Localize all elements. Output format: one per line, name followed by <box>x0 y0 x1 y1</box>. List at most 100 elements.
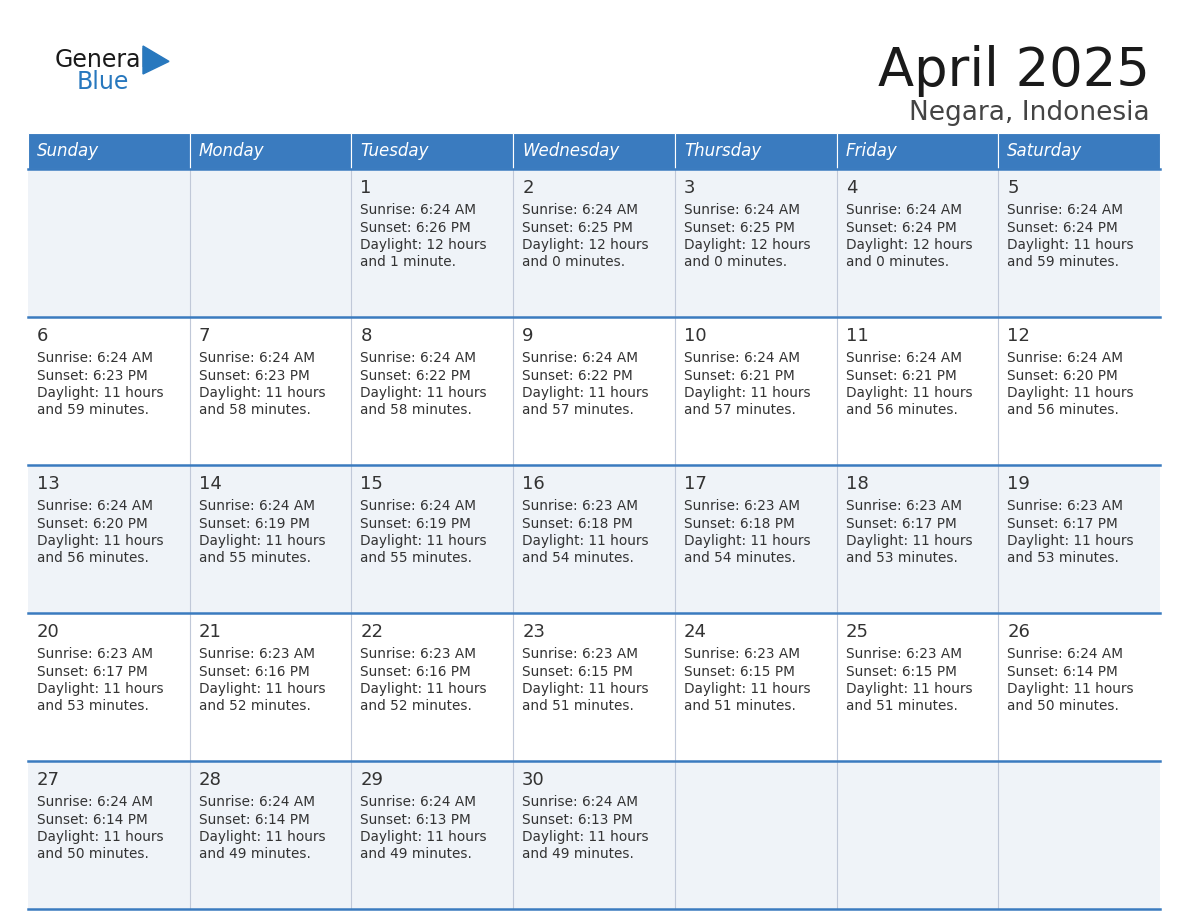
Text: Daylight: 11 hours: Daylight: 11 hours <box>684 682 810 696</box>
Text: and 58 minutes.: and 58 minutes. <box>360 404 473 418</box>
Bar <box>29 761 1159 909</box>
Text: Sunrise: 6:23 AM: Sunrise: 6:23 AM <box>523 499 638 513</box>
Text: Sunset: 6:25 PM: Sunset: 6:25 PM <box>684 220 795 234</box>
Bar <box>29 133 190 169</box>
Text: Sunset: 6:15 PM: Sunset: 6:15 PM <box>684 665 795 678</box>
Text: Sunset: 6:17 PM: Sunset: 6:17 PM <box>846 517 956 531</box>
Text: Daylight: 11 hours: Daylight: 11 hours <box>37 830 164 844</box>
Text: and 0 minutes.: and 0 minutes. <box>846 255 949 270</box>
Text: and 57 minutes.: and 57 minutes. <box>684 404 796 418</box>
Text: and 59 minutes.: and 59 minutes. <box>1007 255 1119 270</box>
Text: Daylight: 11 hours: Daylight: 11 hours <box>360 830 487 844</box>
Bar <box>998 133 1159 169</box>
Text: Daylight: 11 hours: Daylight: 11 hours <box>1007 534 1133 548</box>
Text: Sunrise: 6:23 AM: Sunrise: 6:23 AM <box>360 647 476 661</box>
Text: Sunset: 6:19 PM: Sunset: 6:19 PM <box>360 517 472 531</box>
Text: Daylight: 11 hours: Daylight: 11 hours <box>360 682 487 696</box>
Text: 25: 25 <box>846 623 868 641</box>
Text: 16: 16 <box>523 475 545 493</box>
Text: Negara, Indonesia: Negara, Indonesia <box>909 100 1150 126</box>
Text: 8: 8 <box>360 327 372 345</box>
Text: Sunset: 6:14 PM: Sunset: 6:14 PM <box>198 812 309 826</box>
Text: and 49 minutes.: and 49 minutes. <box>523 847 634 861</box>
Text: 22: 22 <box>360 623 384 641</box>
Text: Sunrise: 6:23 AM: Sunrise: 6:23 AM <box>846 499 961 513</box>
Text: Daylight: 11 hours: Daylight: 11 hours <box>523 682 649 696</box>
Text: Saturday: Saturday <box>1007 142 1082 160</box>
Bar <box>675 133 836 169</box>
Text: Sunset: 6:21 PM: Sunset: 6:21 PM <box>846 368 956 383</box>
Text: Sunrise: 6:23 AM: Sunrise: 6:23 AM <box>684 499 800 513</box>
Bar <box>513 133 675 169</box>
Text: and 56 minutes.: and 56 minutes. <box>1007 404 1119 418</box>
Text: Daylight: 11 hours: Daylight: 11 hours <box>1007 238 1133 252</box>
Text: Daylight: 11 hours: Daylight: 11 hours <box>846 386 972 400</box>
Text: Sunday: Sunday <box>37 142 99 160</box>
Text: Daylight: 11 hours: Daylight: 11 hours <box>846 682 972 696</box>
Text: 11: 11 <box>846 327 868 345</box>
Text: Daylight: 11 hours: Daylight: 11 hours <box>1007 386 1133 400</box>
Text: Sunset: 6:17 PM: Sunset: 6:17 PM <box>1007 517 1118 531</box>
Text: and 55 minutes.: and 55 minutes. <box>198 552 311 565</box>
Text: Sunset: 6:17 PM: Sunset: 6:17 PM <box>37 665 147 678</box>
Text: Sunset: 6:20 PM: Sunset: 6:20 PM <box>1007 368 1118 383</box>
Text: Daylight: 11 hours: Daylight: 11 hours <box>198 830 326 844</box>
Text: 3: 3 <box>684 179 695 197</box>
Text: Sunrise: 6:23 AM: Sunrise: 6:23 AM <box>1007 499 1124 513</box>
Text: Daylight: 11 hours: Daylight: 11 hours <box>360 534 487 548</box>
Text: Sunset: 6:24 PM: Sunset: 6:24 PM <box>1007 220 1118 234</box>
Text: Sunset: 6:22 PM: Sunset: 6:22 PM <box>523 368 633 383</box>
Text: and 49 minutes.: and 49 minutes. <box>198 847 310 861</box>
Text: Sunset: 6:13 PM: Sunset: 6:13 PM <box>523 812 633 826</box>
Text: 10: 10 <box>684 327 707 345</box>
Text: Sunset: 6:21 PM: Sunset: 6:21 PM <box>684 368 795 383</box>
Text: Daylight: 11 hours: Daylight: 11 hours <box>684 386 810 400</box>
Bar <box>190 133 352 169</box>
Text: 12: 12 <box>1007 327 1030 345</box>
Text: Daylight: 11 hours: Daylight: 11 hours <box>37 386 164 400</box>
Text: 24: 24 <box>684 623 707 641</box>
Text: and 50 minutes.: and 50 minutes. <box>37 847 148 861</box>
Text: Sunset: 6:15 PM: Sunset: 6:15 PM <box>846 665 956 678</box>
Bar <box>836 133 998 169</box>
Text: and 59 minutes.: and 59 minutes. <box>37 404 148 418</box>
Text: Daylight: 11 hours: Daylight: 11 hours <box>198 386 326 400</box>
Text: Daylight: 11 hours: Daylight: 11 hours <box>198 682 326 696</box>
Text: and 56 minutes.: and 56 minutes. <box>37 552 148 565</box>
Text: Sunset: 6:23 PM: Sunset: 6:23 PM <box>37 368 147 383</box>
Text: Sunset: 6:23 PM: Sunset: 6:23 PM <box>198 368 309 383</box>
Text: 13: 13 <box>37 475 59 493</box>
Text: Daylight: 12 hours: Daylight: 12 hours <box>360 238 487 252</box>
Text: Sunset: 6:14 PM: Sunset: 6:14 PM <box>37 812 147 826</box>
Bar <box>29 465 1159 613</box>
Text: Sunrise: 6:24 AM: Sunrise: 6:24 AM <box>523 351 638 365</box>
Text: Sunrise: 6:24 AM: Sunrise: 6:24 AM <box>523 795 638 809</box>
Text: Sunrise: 6:24 AM: Sunrise: 6:24 AM <box>198 351 315 365</box>
Text: 27: 27 <box>37 771 61 789</box>
Text: 9: 9 <box>523 327 533 345</box>
Text: and 56 minutes.: and 56 minutes. <box>846 404 958 418</box>
Text: 5: 5 <box>1007 179 1019 197</box>
Text: 17: 17 <box>684 475 707 493</box>
Text: Sunset: 6:14 PM: Sunset: 6:14 PM <box>1007 665 1118 678</box>
Text: Thursday: Thursday <box>684 142 762 160</box>
Text: General: General <box>55 48 148 72</box>
Text: Sunrise: 6:24 AM: Sunrise: 6:24 AM <box>523 203 638 217</box>
Text: Tuesday: Tuesday <box>360 142 429 160</box>
Text: April 2025: April 2025 <box>878 45 1150 97</box>
Bar <box>29 317 1159 465</box>
Text: Sunset: 6:20 PM: Sunset: 6:20 PM <box>37 517 147 531</box>
Text: Daylight: 11 hours: Daylight: 11 hours <box>37 682 164 696</box>
Text: Sunrise: 6:24 AM: Sunrise: 6:24 AM <box>198 795 315 809</box>
Text: Sunrise: 6:23 AM: Sunrise: 6:23 AM <box>684 647 800 661</box>
Text: Sunset: 6:19 PM: Sunset: 6:19 PM <box>198 517 310 531</box>
Text: and 52 minutes.: and 52 minutes. <box>360 700 473 713</box>
Text: Sunset: 6:22 PM: Sunset: 6:22 PM <box>360 368 472 383</box>
Text: 28: 28 <box>198 771 222 789</box>
Text: 15: 15 <box>360 475 384 493</box>
Text: 1: 1 <box>360 179 372 197</box>
Text: Sunset: 6:16 PM: Sunset: 6:16 PM <box>360 665 472 678</box>
Text: and 53 minutes.: and 53 minutes. <box>846 552 958 565</box>
Text: 4: 4 <box>846 179 857 197</box>
Text: Daylight: 11 hours: Daylight: 11 hours <box>523 830 649 844</box>
